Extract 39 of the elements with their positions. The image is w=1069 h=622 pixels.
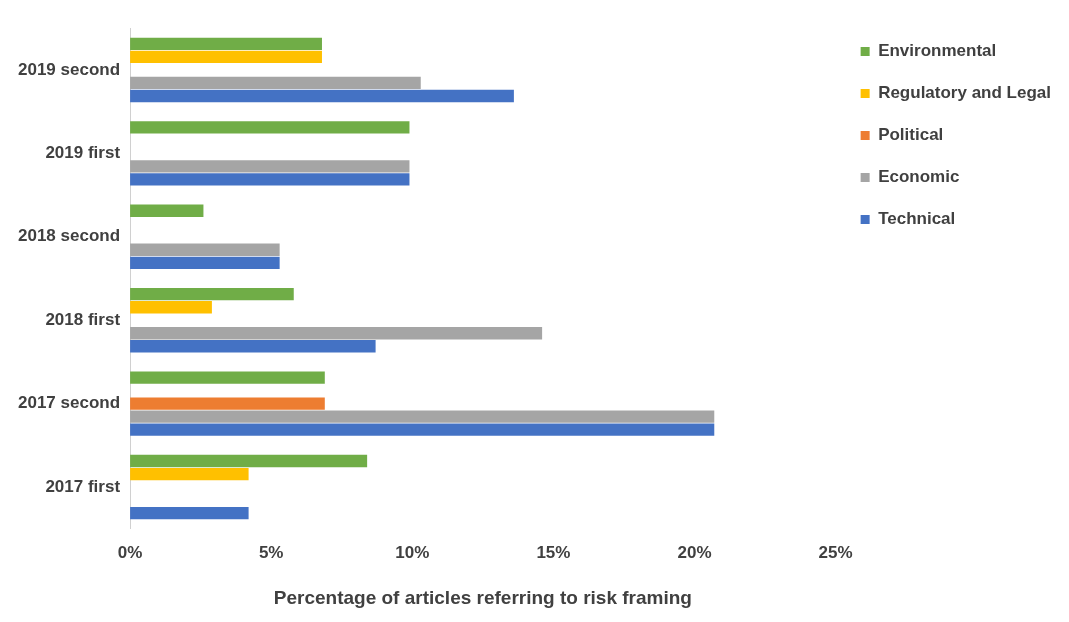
y-tick-label: 2019 first xyxy=(45,143,121,163)
bar xyxy=(130,467,249,481)
bar xyxy=(130,121,410,134)
bar xyxy=(130,76,421,90)
x-tick-label: 15% xyxy=(536,542,571,562)
bar xyxy=(130,256,280,269)
bar xyxy=(130,173,410,186)
x-axis-title: Percentage of articles referring to risk framing xyxy=(273,586,692,608)
bar xyxy=(130,204,204,217)
bar xyxy=(130,327,543,340)
x-tick-label: 5% xyxy=(258,542,284,562)
bar xyxy=(130,340,376,353)
y-tick-label: 2017 first xyxy=(45,476,121,496)
bar xyxy=(130,506,249,520)
legend-label: Environmental xyxy=(878,41,997,61)
bar xyxy=(130,50,322,64)
x-tick-label: 10% xyxy=(395,542,430,562)
x-tick-label: 0% xyxy=(117,542,143,562)
x-tick-label: 20% xyxy=(677,542,712,562)
legend-label: Technical xyxy=(878,209,956,229)
legend-label: Economic xyxy=(878,167,960,187)
legend-label: Political xyxy=(878,125,944,145)
y-tick-label: 2017 second xyxy=(18,393,121,413)
bar xyxy=(130,37,322,51)
bar xyxy=(130,371,325,384)
bar xyxy=(130,454,368,468)
y-tick-label: 2018 first xyxy=(45,309,121,329)
bar xyxy=(130,160,410,173)
bar xyxy=(130,89,514,103)
y-tick-label: 2018 second xyxy=(18,226,121,246)
bar xyxy=(130,410,715,423)
bar xyxy=(130,397,325,410)
bar xyxy=(130,423,715,436)
legend-label: Regulatory and Legal xyxy=(878,83,1052,103)
bar xyxy=(130,301,212,314)
y-tick-label: 2019 second xyxy=(18,59,121,79)
bar xyxy=(130,243,280,256)
x-tick-label: 25% xyxy=(818,542,853,562)
bar xyxy=(130,288,294,301)
